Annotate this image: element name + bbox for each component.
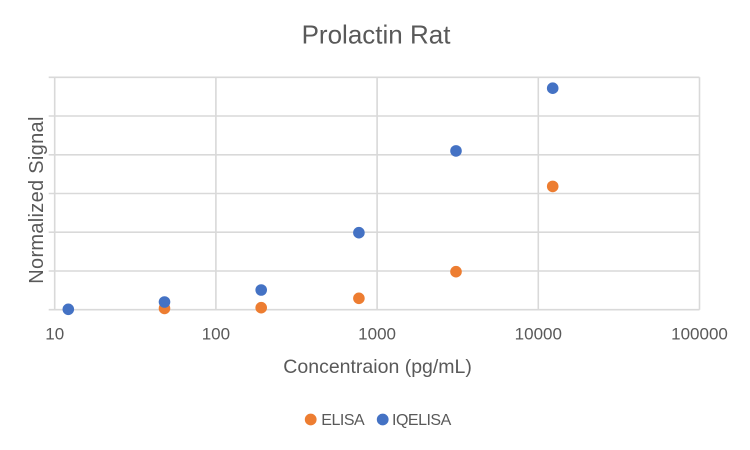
svg-text:10000: 10000 — [515, 325, 562, 344]
svg-text:100: 100 — [202, 325, 230, 344]
svg-text:1000: 1000 — [358, 325, 396, 344]
svg-text:ELISA: ELISA — [321, 412, 365, 429]
svg-text:100000: 100000 — [671, 325, 728, 344]
svg-text:Normalized Signal: Normalized Signal — [26, 116, 48, 283]
svg-text:Concentraion (pg/mL): Concentraion (pg/mL) — [283, 356, 472, 378]
svg-text:10: 10 — [45, 325, 64, 344]
svg-text:IQELISA: IQELISA — [392, 412, 452, 429]
svg-text:Prolactin Rat: Prolactin Rat — [302, 20, 452, 50]
